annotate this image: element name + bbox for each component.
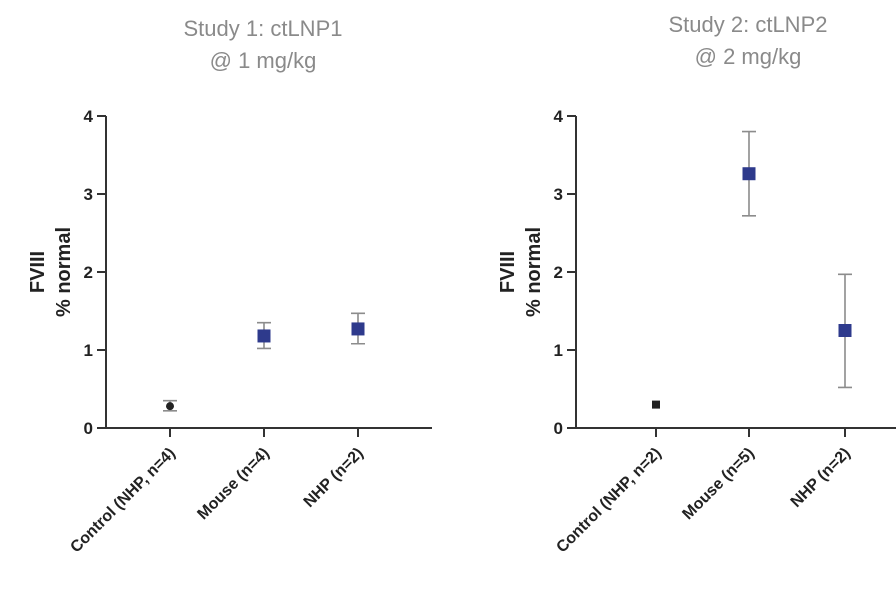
panel-1-category-label: Mouse (n=4) [194, 445, 272, 523]
panel-2-data-point [838, 324, 852, 337]
panel-1-data-point [351, 322, 365, 336]
panel-study-2: Study 2: ctLNP2 @ 2 mg/kg FVIII % normal… [497, 12, 896, 556]
panel-2-points [652, 167, 852, 409]
panel-2-y-tick-label: 3 [554, 185, 563, 204]
panel-2-title-line-2: @ 2 mg/kg [695, 44, 802, 69]
panel-2-category-label: NHP (n=2) [788, 445, 854, 511]
panel-2-category-label: Control (NHP, n=2) [553, 445, 664, 556]
panel-1-y-tick-label: 1 [84, 341, 93, 360]
panel-2-y-axis-label-sub: % normal [523, 227, 545, 317]
panel-1-y-axis-label-sub: % normal [53, 227, 75, 317]
panel-2-data-point-control [652, 400, 660, 409]
panel-2-x-ticks: Control (NHP, n=2) Mouse (n=5) NHP (n=2) [553, 428, 854, 556]
panel-1-title-line-2: @ 1 mg/kg [210, 48, 317, 73]
panel-1-y-tick-label: 3 [84, 185, 93, 204]
panel-1-x-ticks: Control (NHP, n=4) Mouse (n=4) NHP (n=2) [67, 428, 367, 556]
panel-1-data-point [257, 329, 271, 343]
panel-1-y-ticks: 0 1 2 3 4 [84, 107, 106, 438]
panel-1-category-label: NHP (n=2) [301, 445, 367, 511]
panel-2-y-axis-label-main: FVIII [497, 251, 519, 293]
panel-2-y-ticks: 0 1 2 3 4 [554, 107, 576, 438]
panel-2-title-line-1: Study 2: ctLNP2 [669, 12, 828, 37]
panel-2-category-label: Mouse (n=5) [679, 445, 757, 523]
panel-2-axes [575, 116, 896, 429]
panel-1-axes [105, 116, 432, 429]
panel-1-data-point-control [166, 402, 174, 411]
panel-2-y-tick-label: 2 [554, 263, 563, 282]
panel-2-y-tick-label: 4 [554, 107, 564, 126]
panel-2-error-bars [742, 130, 852, 389]
panel-2-y-tick-label: 0 [554, 419, 563, 438]
panel-2-y-tick-label: 1 [554, 341, 563, 360]
panel-2-data-point [742, 167, 756, 181]
panel-study-1: Study 1: ctLNP1 @ 1 mg/kg FVIII % normal… [27, 16, 432, 556]
panel-1-points [166, 322, 365, 411]
panel-1-y-tick-label: 4 [84, 107, 94, 126]
panel-1-y-tick-label: 0 [84, 419, 93, 438]
panel-1-error-bars [163, 312, 365, 412]
panel-1-y-tick-label: 2 [84, 263, 93, 282]
panel-1-y-axis-label-main: FVIII [27, 251, 49, 293]
panel-1-title-line-1: Study 1: ctLNP1 [184, 16, 343, 41]
panel-1-category-label: Control (NHP, n=4) [67, 445, 178, 556]
